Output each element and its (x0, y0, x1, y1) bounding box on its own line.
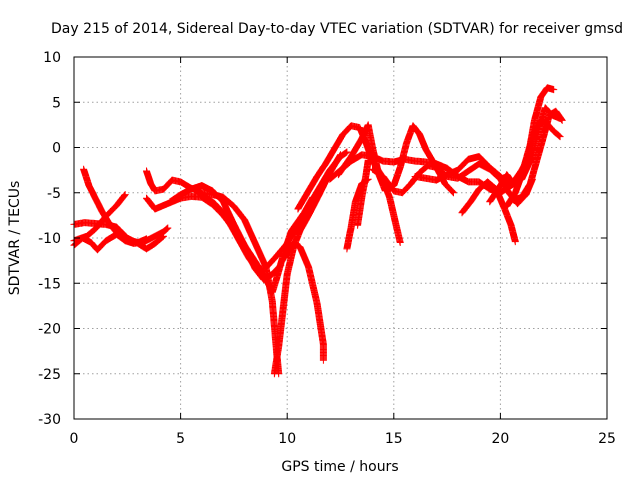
grid (74, 57, 607, 419)
y-tick-label: 0 (52, 141, 61, 157)
series-markers (354, 156, 372, 229)
chart-title: Day 215 of 2014, Sidereal Day-to-day VTE… (51, 21, 623, 37)
series-markers (458, 178, 519, 246)
x-tick-label: 5 (176, 431, 185, 447)
y-tick-label: 5 (52, 95, 61, 111)
x-tick-label: 10 (278, 431, 296, 447)
series-markers (281, 239, 327, 364)
series-track-10 (281, 239, 327, 364)
x-tick-label: 15 (385, 431, 403, 447)
x-axis-label: GPS time / hours (281, 459, 398, 475)
x-tick-label: 0 (70, 431, 79, 447)
y-tick-label: 10 (43, 50, 61, 66)
series-track-4 (80, 165, 150, 246)
y-tick-label: -30 (38, 412, 61, 428)
series-track-8 (194, 148, 351, 274)
y-axis-label: SDTVAR / TECUs (7, 181, 23, 296)
y-tick-label: -10 (38, 231, 61, 247)
axes: 0 5 10 15 20 25 -30 -25 -20 -15 -10 -5 0 5 10 (38, 50, 616, 447)
data-series (70, 84, 566, 378)
series-markers (509, 107, 566, 204)
y-tick-label: -15 (38, 276, 61, 292)
series-markers (503, 116, 564, 210)
series-track-21 (509, 107, 566, 204)
y-tick-label: -20 (38, 322, 61, 338)
y-tick-label: -25 (38, 367, 61, 383)
series-track-18 (458, 178, 519, 246)
series-track-15 (354, 156, 372, 229)
series-markers (194, 148, 351, 274)
series-track-20 (503, 116, 564, 210)
x-tick-label: 20 (491, 431, 509, 447)
y-tick-label: -5 (47, 186, 61, 202)
series-markers (80, 165, 150, 246)
x-tick-label: 25 (598, 431, 616, 447)
